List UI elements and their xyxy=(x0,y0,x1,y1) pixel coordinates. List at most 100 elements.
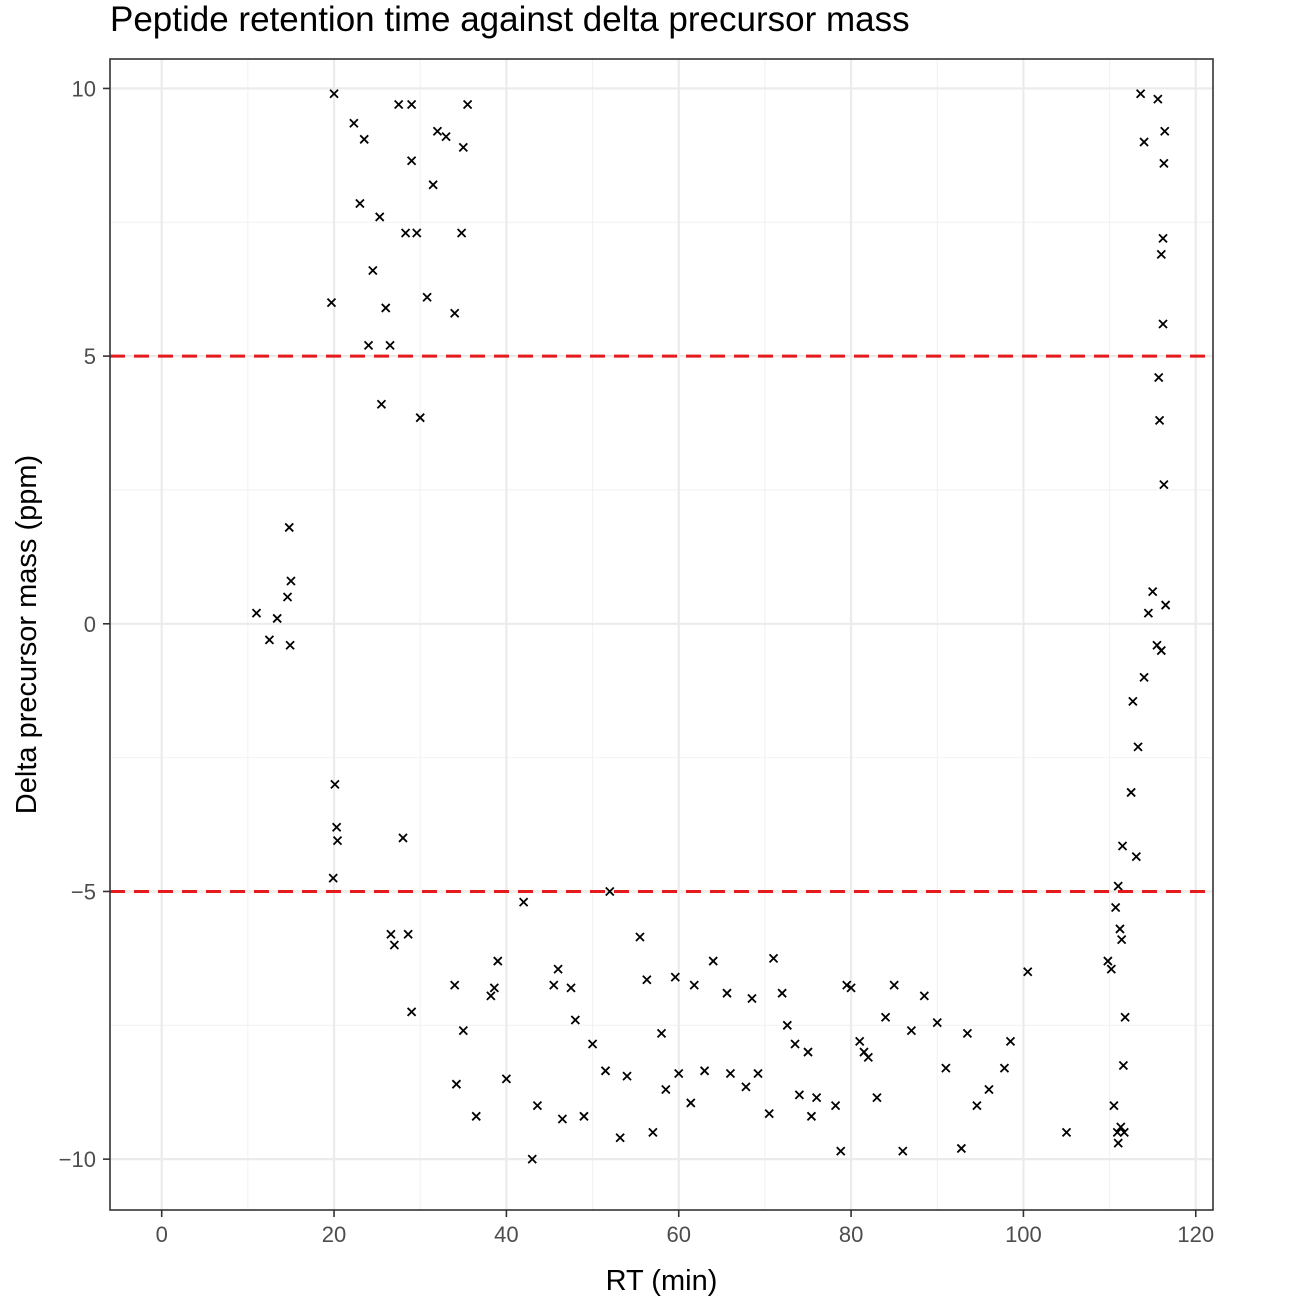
data-point xyxy=(863,1052,873,1063)
data-point xyxy=(782,1020,792,1030)
data-point xyxy=(406,1007,417,1017)
x-tick-label: 60 xyxy=(666,1222,690,1247)
x-tick-label: 40 xyxy=(494,1222,518,1247)
data-point xyxy=(394,99,404,110)
data-point xyxy=(1139,672,1149,682)
data-point xyxy=(570,1015,580,1025)
data-point xyxy=(635,932,645,942)
data-point xyxy=(381,303,391,313)
data-point xyxy=(579,1111,589,1121)
data-point xyxy=(330,779,340,790)
data-point xyxy=(462,99,473,110)
data-point xyxy=(1120,1012,1130,1022)
data-point xyxy=(747,993,757,1004)
data-point xyxy=(855,1036,865,1047)
x-axis-title: RT (min) xyxy=(606,1265,718,1297)
data-point xyxy=(1158,233,1168,243)
data-point xyxy=(777,988,787,998)
x-tick-label: 20 xyxy=(322,1222,346,1247)
data-point xyxy=(648,1127,658,1138)
x-tick-label: 100 xyxy=(1005,1222,1042,1247)
y-tick-label: −5 xyxy=(71,879,96,904)
data-point xyxy=(328,873,338,883)
data-point xyxy=(1158,319,1168,329)
data-point xyxy=(389,940,400,950)
data-point xyxy=(1023,967,1033,977)
data-point xyxy=(686,1098,696,1108)
data-point xyxy=(385,340,395,351)
data-point xyxy=(1148,587,1158,597)
data-point xyxy=(1160,126,1170,136)
data-point xyxy=(326,297,337,308)
data-point xyxy=(708,956,718,966)
data-point xyxy=(1154,372,1164,383)
data-point xyxy=(722,988,732,998)
data-point xyxy=(1160,600,1171,610)
data-point xyxy=(549,980,559,990)
data-point xyxy=(1153,94,1163,104)
data-point xyxy=(1117,935,1127,945)
data-point xyxy=(527,1154,537,1164)
data-point xyxy=(1139,137,1149,147)
data-point xyxy=(605,886,615,897)
data-point xyxy=(699,1066,710,1076)
data-point xyxy=(741,1082,751,1092)
data-point xyxy=(331,822,342,832)
data-point xyxy=(471,1111,481,1121)
data-point xyxy=(284,522,294,533)
data-point xyxy=(282,592,293,602)
data-point xyxy=(984,1084,994,1095)
data-point xyxy=(386,929,396,939)
data-point xyxy=(1131,852,1141,862)
data-point xyxy=(794,1090,805,1100)
data-point xyxy=(830,1100,841,1111)
data-point xyxy=(272,613,282,624)
data-point xyxy=(656,1028,667,1038)
data-point xyxy=(1117,841,1128,851)
data-point xyxy=(811,1092,822,1103)
data-point xyxy=(412,228,422,238)
data-point xyxy=(999,1063,1010,1073)
data-point xyxy=(264,635,275,645)
data-point xyxy=(329,89,339,99)
data-point xyxy=(1109,1100,1119,1111)
data-point xyxy=(1119,1127,1129,1138)
x-tick-label: 0 xyxy=(156,1222,168,1247)
data-point xyxy=(518,897,529,907)
data-point xyxy=(450,980,460,990)
data-point xyxy=(1159,479,1169,490)
data-point xyxy=(398,833,408,843)
data-point xyxy=(842,980,852,990)
data-point xyxy=(349,118,359,128)
data-point xyxy=(670,972,680,982)
data-point xyxy=(489,983,499,993)
data-point xyxy=(725,1068,736,1079)
data-point xyxy=(872,1092,882,1103)
data-point xyxy=(846,983,856,993)
y-tick-label: −10 xyxy=(59,1147,96,1172)
data-point xyxy=(1106,964,1116,974)
data-point xyxy=(889,980,899,990)
data-point xyxy=(600,1066,611,1076)
data-point xyxy=(661,1084,671,1095)
data-point xyxy=(501,1074,512,1084)
data-point xyxy=(458,142,468,152)
y-tick-label: 0 xyxy=(84,612,96,637)
data-point xyxy=(615,1133,625,1143)
data-point xyxy=(286,576,296,586)
data-point xyxy=(553,964,563,974)
data-point xyxy=(753,1068,763,1079)
data-point xyxy=(642,975,652,985)
data-point xyxy=(355,198,365,209)
data-point xyxy=(932,1017,942,1028)
data-point xyxy=(1135,89,1146,99)
data-point xyxy=(422,292,432,302)
data-point xyxy=(456,228,467,238)
plot-panel xyxy=(110,59,1213,1210)
data-point xyxy=(375,212,385,222)
data-point xyxy=(674,1068,684,1079)
y-tick-label: 10 xyxy=(72,76,96,101)
data-point xyxy=(768,953,779,964)
